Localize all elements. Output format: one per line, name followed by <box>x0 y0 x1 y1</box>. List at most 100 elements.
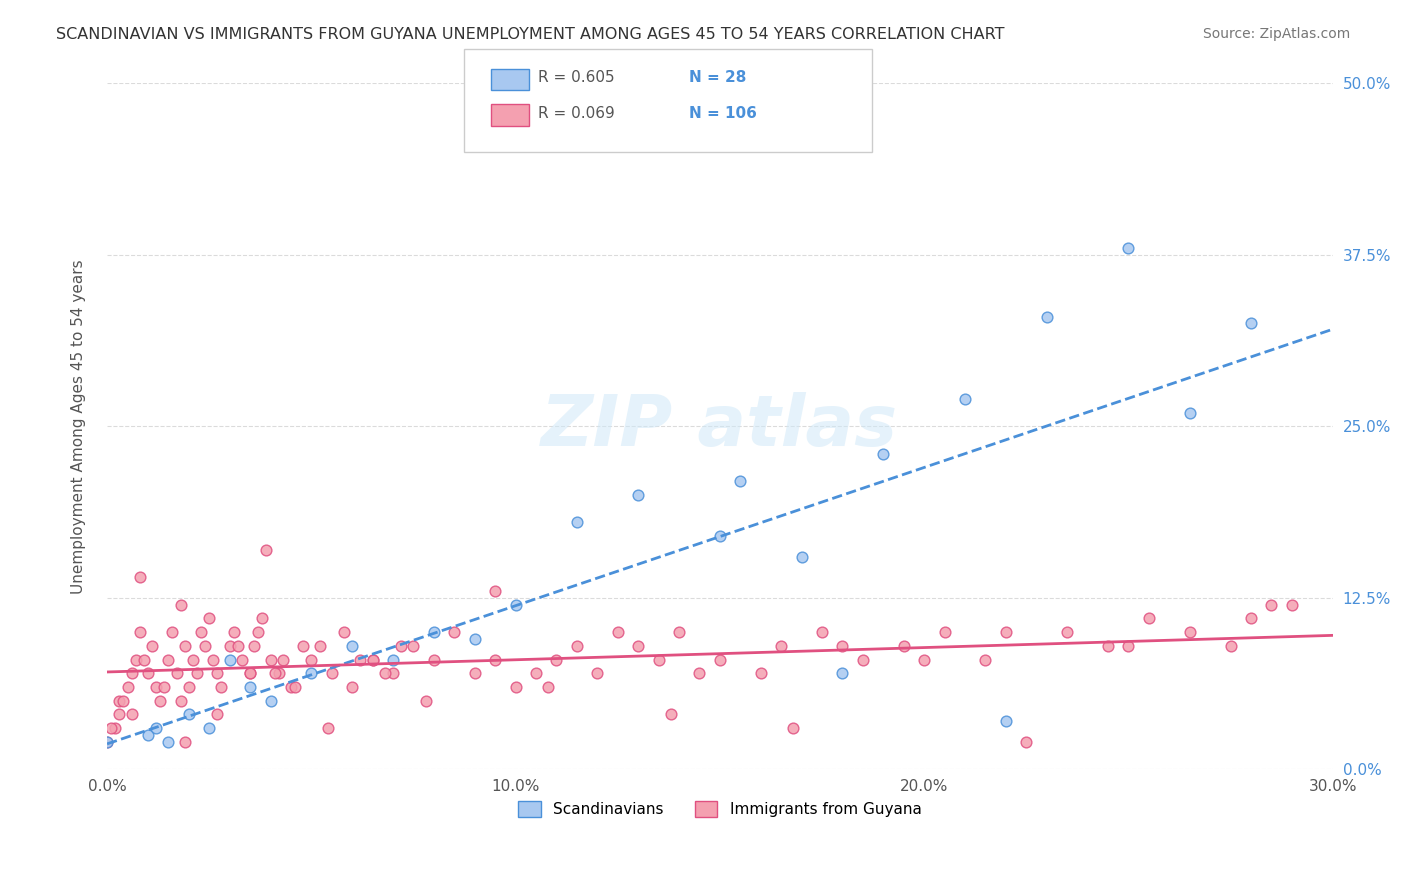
Point <box>132 652 155 666</box>
Point <box>149 694 172 708</box>
Point <box>108 707 131 722</box>
Point <box>267 666 290 681</box>
Point <box>280 680 302 694</box>
Point <box>749 666 772 681</box>
Point <box>546 652 568 666</box>
Point <box>709 652 731 666</box>
Point <box>157 652 180 666</box>
Text: N = 28: N = 28 <box>689 70 747 85</box>
Point <box>524 666 547 681</box>
Point <box>586 666 609 681</box>
Point <box>198 721 221 735</box>
Point <box>994 625 1017 640</box>
Point <box>565 516 588 530</box>
Point <box>263 666 285 681</box>
Point <box>912 652 935 666</box>
Point <box>464 666 486 681</box>
Point <box>994 714 1017 729</box>
Point <box>284 680 307 694</box>
Point <box>382 652 405 666</box>
Point <box>252 611 274 625</box>
Point <box>153 680 176 694</box>
Point <box>231 652 253 666</box>
Point <box>831 639 853 653</box>
Point <box>207 666 229 681</box>
Point <box>239 666 262 681</box>
Legend: Scandinavians, Immigrants from Guyana: Scandinavians, Immigrants from Guyana <box>512 795 928 823</box>
Point <box>537 680 560 694</box>
Point <box>162 625 184 640</box>
Point <box>186 666 208 681</box>
Point <box>96 735 118 749</box>
Point <box>1036 310 1059 324</box>
Point <box>423 625 446 640</box>
Point <box>1219 639 1241 653</box>
Point <box>145 721 167 735</box>
Point <box>128 570 150 584</box>
Point <box>1137 611 1160 625</box>
Point <box>831 666 853 681</box>
Point <box>361 652 384 666</box>
Point <box>342 639 364 653</box>
Point <box>108 694 131 708</box>
Point <box>443 625 465 640</box>
Point <box>254 542 277 557</box>
Point <box>423 652 446 666</box>
Point <box>194 639 217 653</box>
Point <box>173 735 195 749</box>
Point <box>1015 735 1038 749</box>
Point <box>484 652 506 666</box>
Point <box>218 639 240 653</box>
Point <box>382 666 405 681</box>
Point <box>349 652 371 666</box>
Point <box>136 666 159 681</box>
Point <box>316 721 339 735</box>
Point <box>321 666 343 681</box>
Point <box>659 707 682 722</box>
Point <box>211 680 233 694</box>
Point <box>872 447 894 461</box>
Point <box>1178 625 1201 640</box>
Point <box>974 652 997 666</box>
Point <box>299 652 322 666</box>
Point <box>689 666 711 681</box>
Point <box>668 625 690 640</box>
Point <box>415 694 437 708</box>
Point <box>934 625 956 640</box>
Point <box>239 666 262 681</box>
Point <box>292 639 315 653</box>
Point <box>202 652 225 666</box>
Point <box>112 694 135 708</box>
Point <box>565 639 588 653</box>
Point <box>730 475 752 489</box>
Point <box>177 707 200 722</box>
Point <box>1056 625 1078 640</box>
Point <box>124 652 146 666</box>
Point <box>1118 241 1140 255</box>
Point <box>308 639 330 653</box>
Point <box>177 680 200 694</box>
Point <box>100 721 122 735</box>
Point <box>402 639 425 653</box>
Point <box>243 639 266 653</box>
Point <box>169 598 191 612</box>
Text: R = 0.069: R = 0.069 <box>538 106 616 120</box>
Point <box>342 680 364 694</box>
Point <box>1281 598 1303 612</box>
Point <box>207 707 229 722</box>
Point <box>166 666 188 681</box>
Point <box>259 652 281 666</box>
Point <box>484 584 506 599</box>
Point <box>627 488 650 502</box>
Point <box>790 549 813 564</box>
Point <box>121 707 143 722</box>
Text: SCANDINAVIAN VS IMMIGRANTS FROM GUYANA UNEMPLOYMENT AMONG AGES 45 TO 54 YEARS CO: SCANDINAVIAN VS IMMIGRANTS FROM GUYANA U… <box>56 27 1005 42</box>
Point <box>1240 611 1263 625</box>
Point <box>299 666 322 681</box>
Point <box>627 639 650 653</box>
Point <box>226 639 249 653</box>
Text: Source: ZipAtlas.com: Source: ZipAtlas.com <box>1202 27 1350 41</box>
Point <box>121 666 143 681</box>
Text: ZIP atlas: ZIP atlas <box>541 392 898 461</box>
Y-axis label: Unemployment Among Ages 45 to 54 years: Unemployment Among Ages 45 to 54 years <box>72 259 86 594</box>
